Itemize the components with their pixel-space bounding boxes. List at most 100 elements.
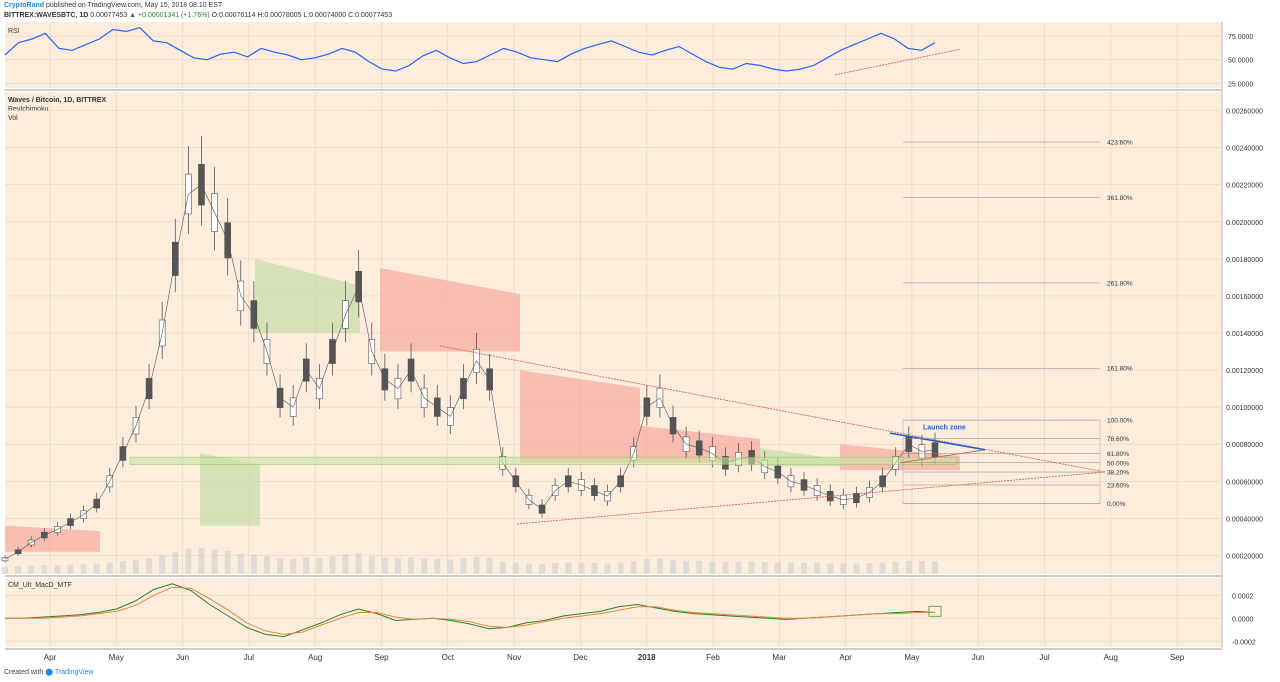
volume-bar <box>643 559 650 574</box>
volume-bar <box>774 562 781 574</box>
price-change: ▲ +0.00001341 (+1.76%) <box>129 12 210 19</box>
volume-bar <box>277 558 284 574</box>
volume-bar <box>905 560 912 574</box>
rsi-line <box>4 27 936 72</box>
symbol-info: BITTREX:WAVESBTC, 1D 0.00077453 ▲ +0.000… <box>4 11 392 20</box>
rsi-tick-label: 75.0000 <box>1228 34 1253 41</box>
fib-level-label: 50.00% <box>1107 460 1129 467</box>
volume-bar <box>237 553 244 574</box>
price-tick-label: 0.00240000 <box>1226 146 1263 153</box>
volume-bar <box>801 562 808 574</box>
x-tick-label: Mar <box>772 653 786 662</box>
price-tick-label: 0.00160000 <box>1226 294 1263 301</box>
volume-bar <box>303 557 310 574</box>
volume-bar <box>879 562 886 574</box>
fib-level-label: 100.00% <box>1107 418 1133 425</box>
fib-level-label: 261.80% <box>1107 280 1133 287</box>
volume-bar <box>827 563 834 574</box>
volume-bar <box>866 563 873 574</box>
volume-bar <box>460 558 467 574</box>
volume-bar <box>106 562 113 574</box>
volume-bar <box>591 563 598 574</box>
volume-bar <box>709 561 716 574</box>
volume-bar <box>814 563 821 574</box>
volume-bar <box>604 563 611 574</box>
x-tick-label: Jun <box>176 653 189 662</box>
volume-bar <box>840 563 847 574</box>
volume-bar <box>342 554 349 574</box>
fib-level-label: 38.20% <box>1107 470 1129 477</box>
price-tick-label: 0.00120000 <box>1226 368 1263 375</box>
volume-bar <box>28 565 35 574</box>
volume-bar <box>263 556 270 574</box>
chart-canvas[interactable]: Apr May Jun Jul Aug Sep Oct Nov Dec 2018 Feb Mar Apr… <box>0 22 1280 664</box>
volume-bar <box>250 554 257 574</box>
volume-bar <box>172 551 179 574</box>
publish-info: CryptoRand published on TradingView.com,… <box>4 1 222 10</box>
rsi-title: RSI <box>8 28 20 35</box>
support-zone <box>129 456 958 466</box>
price-line <box>4 184 936 560</box>
fib-level-label: 0.00% <box>1107 501 1126 508</box>
last-price: 0.00077453 <box>90 12 128 19</box>
volume-bar <box>722 561 729 574</box>
tradingview-brand[interactable]: TradingView <box>54 669 94 676</box>
macd-fast-line <box>5 583 936 638</box>
volume-bar <box>932 561 938 574</box>
price-tick-label: 0.00260000 <box>1226 109 1263 116</box>
x-tick-label: May <box>109 653 124 662</box>
x-tick-label: 2018 <box>638 653 656 662</box>
x-tick-label: May <box>904 653 919 662</box>
macd-highlight-box <box>928 605 942 617</box>
macd-slow-line <box>5 586 935 635</box>
volume-bar <box>447 559 454 574</box>
fib-level-label: 361.80% <box>1107 195 1133 202</box>
macd-tick-label: -0.0002 <box>1232 639 1256 646</box>
ohlc-values: O:0.00076114 H:0.00078005 L:0.00074000 C… <box>211 12 393 19</box>
ichimoku-cloud <box>520 370 640 463</box>
volume-bar <box>224 550 231 574</box>
x-tick-label: Jun <box>972 653 985 662</box>
price-tick-label: 0.00020000 <box>1226 553 1263 560</box>
price-tick-label: 0.00100000 <box>1226 405 1263 412</box>
volume-bar <box>617 562 624 574</box>
publish-text: published on TradingView.com, May 15, 20… <box>46 2 223 9</box>
volume-bar <box>211 549 218 574</box>
volume-bar <box>735 561 742 574</box>
inner-trendline <box>899 449 986 464</box>
volume-bar <box>683 560 690 574</box>
volume-bar <box>368 556 375 574</box>
fib-box <box>902 419 1101 504</box>
ichimoku-cloud <box>380 268 520 352</box>
chart-header: CryptoRand published on TradingView.com,… <box>4 1 1004 21</box>
launch-zone-label: Launch zone <box>923 424 966 431</box>
x-tick-label: Aug <box>1104 653 1118 662</box>
volume-bar <box>119 561 126 574</box>
volume-bar <box>316 558 323 574</box>
footer-text: Created with ⬤ TradingView <box>4 668 93 676</box>
volume-bar <box>421 558 428 574</box>
price-tick-label: 0.00200000 <box>1226 220 1263 227</box>
macd-tick-label: 0.0000 <box>1232 616 1254 623</box>
volume-bar <box>41 565 48 574</box>
volume-bar <box>67 564 74 574</box>
volume-bar <box>525 563 532 574</box>
price-scale <box>1222 22 1280 664</box>
volume-bar <box>80 564 87 574</box>
volume-bar <box>696 560 703 574</box>
volume-bar <box>394 558 401 574</box>
volume-bar <box>185 548 192 574</box>
fib-level-label: 78.60% <box>1107 436 1129 443</box>
volume-bar <box>198 548 205 574</box>
price-tick-label: 0.00140000 <box>1226 331 1263 338</box>
author-name[interactable]: CryptoRand <box>4 2 45 9</box>
volume-bar <box>539 563 546 574</box>
rsi-pane <box>5 22 1222 88</box>
volume-bar <box>748 561 755 574</box>
volume-bar <box>381 557 388 574</box>
x-tick-label: Sep <box>374 653 389 662</box>
x-tick-label: Jul <box>1039 653 1049 662</box>
x-tick-label: Aug <box>308 653 322 662</box>
volume-bar <box>329 556 336 574</box>
volume-bar <box>93 563 100 574</box>
